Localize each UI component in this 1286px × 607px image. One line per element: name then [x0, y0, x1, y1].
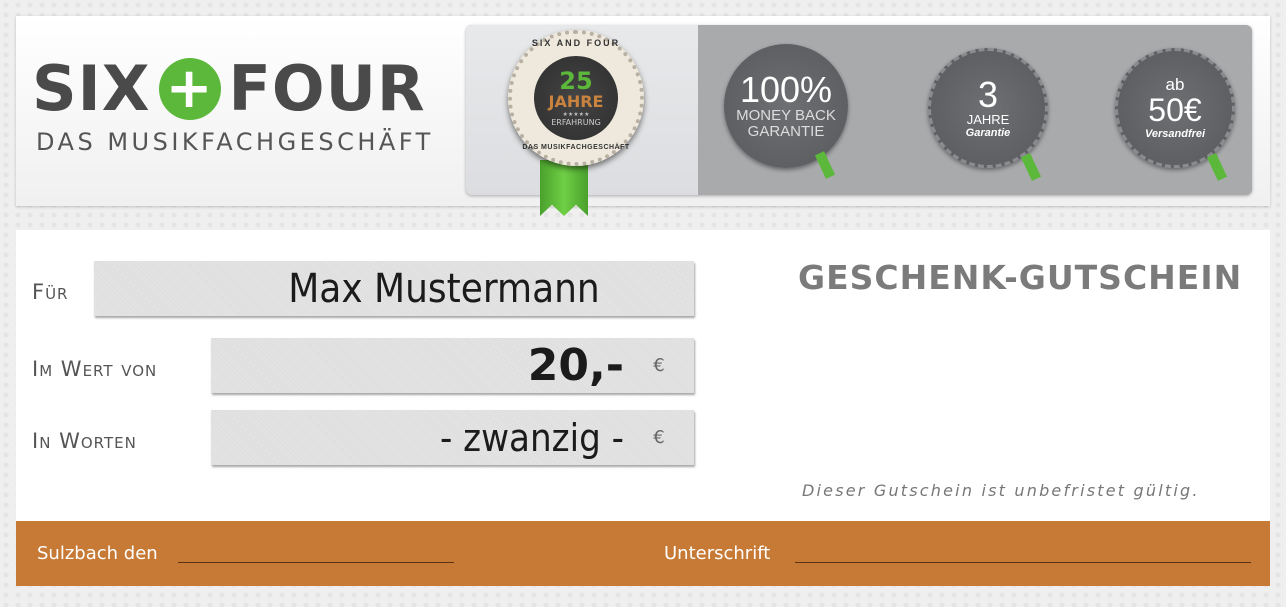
badge-big: 50€ [1148, 91, 1202, 128]
badge-line1: JAHRE [966, 111, 1010, 127]
recipient-label: Für [32, 280, 69, 304]
seal-stars: ★★★★★ [562, 110, 590, 118]
amount-field[interactable]: 20,- € [211, 338, 694, 393]
logo-four: FOUR [228, 52, 426, 125]
voucher-title: GESCHENK-GUTSCHEIN [798, 258, 1243, 297]
recipient-field[interactable]: Max Mustermann [94, 261, 694, 316]
money-back-badge: 100% MONEY BACK GARANTIE [724, 44, 848, 168]
badge-line1: MONEY BACK [736, 106, 836, 124]
seal-arc-bottom: DAS MUSIKFACHGESCHÄFT [522, 144, 630, 151]
words-field[interactable]: - zwanzig - € [211, 410, 694, 465]
badge-top: ab [1165, 74, 1185, 94]
currency-symbol: € [653, 427, 665, 448]
seal-number: 25 [559, 67, 593, 96]
seal-experience: ERFAHRUNG [551, 117, 601, 127]
place-date-label: Sulzbach den [37, 543, 158, 564]
place-date-line[interactable] [178, 562, 454, 563]
currency-symbol: € [653, 355, 665, 376]
signature-line[interactable] [795, 562, 1251, 563]
badge-big: 100% [739, 68, 833, 110]
logo: SIX + FOUR [32, 52, 426, 125]
signature-label: Unterschrift [664, 543, 771, 564]
anniversary-seal: SIX AND FOUR 25 JAHRE ★★★★★ ERFAHRUNG DA… [508, 30, 644, 166]
validity-note: Dieser Gutschein ist unbefristet gültig. [802, 481, 1200, 500]
recipient-value: Max Mustermann [288, 265, 600, 312]
words-label: In Worten [32, 429, 137, 453]
badge-line2: Versandfrei [1144, 128, 1206, 141]
seal-ribbon-icon [540, 160, 588, 216]
logo-subtitle: DAS MUSIKFACHGESCHÄFT [36, 128, 434, 156]
shipping-badge: ab 50€ Versandfrei [1115, 48, 1235, 168]
badge-line2: Garantie [965, 127, 1011, 140]
amount-label: Im Wert von [32, 357, 158, 381]
logo-six: SIX [32, 52, 151, 125]
seal-center: 25 JAHRE ★★★★★ ERFAHRUNG [534, 56, 618, 140]
footer: Sulzbach den Unterschrift [16, 521, 1270, 586]
warranty-badge: 3 JAHRE Garantie [928, 48, 1048, 168]
plus-icon: + [158, 57, 221, 120]
badge-big: 3 [977, 73, 999, 115]
words-value: - zwanzig - [439, 415, 624, 460]
badge-line2: GARANTIE [747, 123, 825, 140]
seal-arc-top: SIX AND FOUR [531, 38, 621, 48]
seal-unit: JAHRE [548, 92, 604, 112]
amount-value: 20,- [527, 340, 624, 391]
